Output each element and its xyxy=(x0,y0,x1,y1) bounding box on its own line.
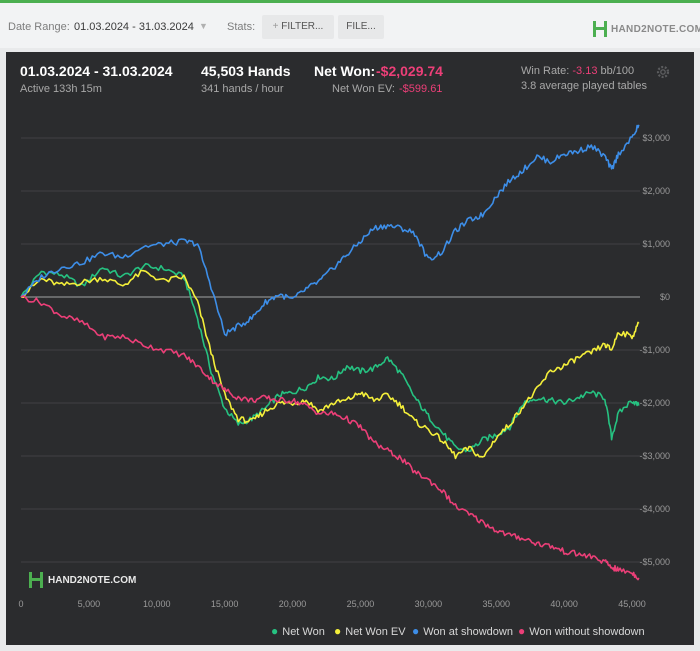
legend-label: Won without showdown xyxy=(529,626,645,638)
legend-label: Won at showdown xyxy=(423,626,513,638)
net-won-line xyxy=(20,262,640,453)
net-won-value: -$2,029.74 xyxy=(376,63,443,79)
filter-button-label: FILTER... xyxy=(281,21,324,32)
date-range-select[interactable]: 01.03.2024 - 31.03.2024 xyxy=(74,21,194,33)
watermark-text: HAND2NOTE.COM xyxy=(48,574,137,586)
file-button-label: FILE... xyxy=(346,21,376,32)
gear-icon[interactable] xyxy=(655,64,671,80)
legend-item[interactable]: ● Net Won EV xyxy=(334,624,406,638)
axis-ticks: $3,000 $2,000 $1,000 $0 -$1,000 -$2,000 -$3,00… xyxy=(18,133,670,609)
legend-label: Net Won xyxy=(282,626,325,638)
hands-count: 45,503 Hands xyxy=(201,63,291,79)
y-tick-label: $1,000 xyxy=(642,239,670,249)
net-won-ev-value: -$599.61 xyxy=(399,83,443,95)
y-tick-label: $2,000 xyxy=(642,186,670,196)
x-tick-label: 5,000 xyxy=(78,599,101,609)
legend-dot-icon: ● xyxy=(412,624,420,638)
stats-label: Stats: xyxy=(227,21,256,33)
toolbar: Date Range: 01.03.2024 - 31.03.2024 ▼ St… xyxy=(0,3,700,48)
x-tick-label: 0 xyxy=(18,599,23,609)
grid xyxy=(21,137,640,563)
legend-dot-icon: ● xyxy=(271,624,279,638)
y-tick-label: -$4,000 xyxy=(639,504,670,514)
y-tick-label: -$1,000 xyxy=(639,345,670,355)
file-button[interactable]: FILE... xyxy=(338,15,384,39)
net-won-ev-line xyxy=(20,269,640,460)
net-won-ev-label: Net Won EV: xyxy=(332,83,395,95)
y-tick-label: -$3,000 xyxy=(639,451,670,461)
win-rate-label: Win Rate: xyxy=(521,65,570,77)
won-at-showdown-line xyxy=(20,124,640,337)
x-tick-label: 30,000 xyxy=(415,599,443,609)
x-tick-label: 15,000 xyxy=(211,599,239,609)
average-tables: 3.8 average played tables xyxy=(521,80,647,92)
brand-logo: HAND2NOTE.COM xyxy=(592,19,700,39)
hand2note-logo-icon xyxy=(593,21,607,37)
filter-button[interactable]: + FILTER... xyxy=(262,15,334,39)
hand2note-logo-icon xyxy=(29,572,43,588)
legend-item[interactable]: ● Won at showdown xyxy=(412,624,513,638)
chevron-down-icon[interactable]: ▼ xyxy=(199,21,208,31)
plus-icon: + xyxy=(272,21,282,32)
legend-dot-icon: ● xyxy=(518,624,526,638)
date-range-label: Date Range: xyxy=(8,21,70,33)
series-lines xyxy=(20,124,640,581)
watermark-logo: HAND2NOTE.COM xyxy=(28,571,136,589)
period-title: 01.03.2024 - 31.03.2024 xyxy=(20,63,173,79)
y-tick-label: -$2,000 xyxy=(639,398,670,408)
legend-item[interactable]: ● Won without showdown xyxy=(518,624,645,638)
win-rate-unit: bb/100 xyxy=(600,65,635,77)
legend-dot-icon: ● xyxy=(334,624,342,638)
legend-item[interactable]: ● Net Won xyxy=(271,624,325,638)
hands-per-hour: 341 hands / hour xyxy=(201,83,284,95)
won-without-showdown-line xyxy=(20,294,640,581)
y-tick-label: -$5,000 xyxy=(639,557,670,567)
y-tick-label: $3,000 xyxy=(642,133,670,143)
y-tick-label: $0 xyxy=(660,292,670,302)
net-won-label: Net Won: xyxy=(314,63,376,79)
x-tick-label: 10,000 xyxy=(143,599,171,609)
x-tick-label: 40,000 xyxy=(550,599,578,609)
x-tick-label: 25,000 xyxy=(347,599,375,609)
win-rate-value: -3.13 xyxy=(572,65,598,77)
active-time: Active 133h 15m xyxy=(20,83,102,95)
x-tick-label: 35,000 xyxy=(482,599,510,609)
top-accent-line xyxy=(0,0,700,3)
x-tick-label: 45,000 xyxy=(618,599,646,609)
win-rate: Win Rate: -3.13 bb/100 xyxy=(521,65,634,77)
x-tick-label: 20,000 xyxy=(279,599,307,609)
legend-label: Net Won EV xyxy=(345,626,406,638)
logo-text: HAND2NOTE.COM xyxy=(611,23,700,35)
